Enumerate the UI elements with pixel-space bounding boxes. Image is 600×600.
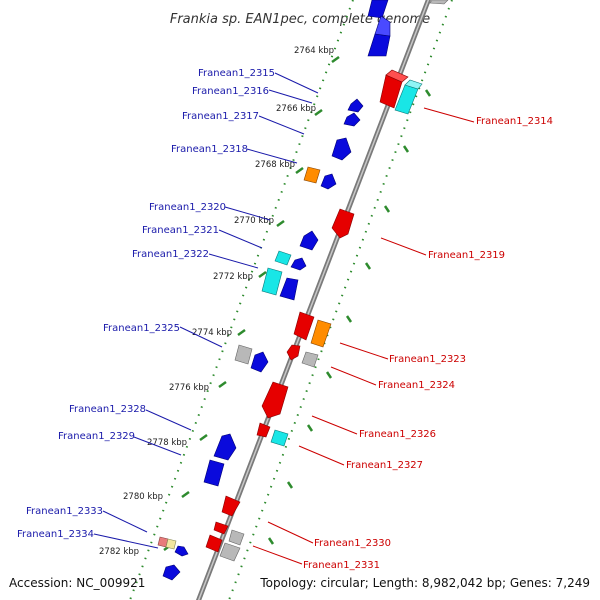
- gene-label[interactable]: Franean1_2319: [428, 250, 505, 261]
- map-title: Frankia sp. EAN1pec, complete genome: [170, 12, 430, 27]
- gene-feature-red: [331, 208, 355, 239]
- gene-label[interactable]: Franean1_2325: [103, 323, 180, 334]
- left-gene-labels: Franean1_2315 Franean1_2316 Franean1_231…: [17, 68, 275, 540]
- left-leader-lines: [93, 72, 319, 549]
- gene-feature-orange: [310, 319, 332, 348]
- kbp-label: 2774 kbp: [192, 328, 232, 338]
- gene-label[interactable]: Franean1_2317: [182, 111, 259, 122]
- gene-feature-blue: [290, 257, 307, 271]
- gene-feature-blue: [299, 230, 319, 251]
- gene-label[interactable]: Franean1_2333: [26, 506, 103, 517]
- gene-label[interactable]: Franean1_2314: [476, 116, 553, 127]
- gene-label[interactable]: Franean1_2334: [17, 529, 94, 540]
- gene-feature-red: [256, 422, 271, 438]
- gene-feature-red-side: [385, 69, 409, 83]
- gene-feature-gray: [429, 0, 449, 5]
- gene-label[interactable]: Franean1_2329: [58, 431, 135, 442]
- gene-feature-blue: [343, 112, 361, 127]
- gene-feature-cyan: [270, 429, 289, 447]
- gene-features: [157, 0, 449, 581]
- gene-label[interactable]: Franean1_2322: [132, 249, 209, 260]
- gene-feature-orange: [303, 166, 321, 184]
- gene-label[interactable]: Franean1_2315: [198, 68, 275, 79]
- gene-label[interactable]: Franean1_2331: [303, 560, 380, 571]
- gene-feature-red: [261, 381, 289, 419]
- gene-label[interactable]: Franean1_2323: [389, 354, 466, 365]
- gene-feature-yellow: [165, 538, 177, 550]
- gene-feature-blue: [213, 433, 237, 461]
- kbp-label: 2782 kbp: [99, 547, 139, 557]
- gene-feature-blue: [174, 545, 189, 557]
- gene-feature-red: [213, 521, 229, 535]
- gene-feature-red: [293, 311, 315, 341]
- kbp-label: 2770 kbp: [234, 216, 274, 226]
- gene-label[interactable]: Franean1_2330: [314, 538, 391, 549]
- gene-feature-gray: [219, 542, 241, 562]
- kbp-label: 2764 kbp: [294, 46, 334, 56]
- gene-feature-blue: [347, 98, 364, 113]
- gene-feature-gray: [234, 344, 253, 365]
- gene-feature-blue-side: [374, 15, 391, 37]
- gene-feature-cyan: [261, 267, 283, 296]
- kbp-label: 2766 kbp: [276, 104, 316, 114]
- kbp-label: 2768 kbp: [255, 160, 295, 170]
- kbp-label: 2780 kbp: [123, 492, 163, 502]
- kbp-label: 2776 kbp: [169, 383, 209, 393]
- gene-label[interactable]: Franean1_2320: [149, 202, 226, 213]
- gene-label[interactable]: Franean1_2324: [378, 380, 455, 391]
- gene-feature-cyan: [274, 250, 292, 266]
- gene-feature-cyan-side: [404, 79, 423, 90]
- gene-feature-blue: [331, 137, 352, 161]
- gene-feature-blue: [250, 351, 269, 373]
- gene-feature-red: [221, 495, 241, 517]
- gene-feature-blue: [203, 459, 225, 487]
- gene-feature-gray: [228, 529, 245, 546]
- gene-label[interactable]: Franean1_2316: [192, 86, 269, 97]
- topology-label: Topology: circular; Length: 8,982,042 bp…: [259, 576, 590, 590]
- kbp-label: 2778 kbp: [147, 438, 187, 448]
- gene-feature-red: [205, 534, 223, 553]
- gene-feature-red: [286, 344, 301, 361]
- gene-label[interactable]: Franean1_2321: [142, 225, 219, 236]
- kbp-labels: 2764 kbp 2766 kbp 2768 kbp 2770 kbp 2772…: [99, 46, 334, 557]
- gene-feature-blue: [279, 277, 299, 301]
- right-gene-labels: Franean1_2314 Franean1_2319 Franean1_232…: [303, 116, 553, 571]
- gene-label[interactable]: Franean1_2326: [359, 429, 436, 440]
- accession-label: Accession: NC_009921: [9, 576, 145, 590]
- gene-feature-blue: [162, 564, 181, 581]
- gene-feature-gray: [301, 351, 319, 368]
- gene-feature-blue: [320, 173, 337, 190]
- gene-feature-blue: [367, 33, 391, 57]
- gene-label[interactable]: Franean1_2328: [69, 404, 146, 415]
- right-leader-lines: [252, 107, 475, 565]
- gene-label[interactable]: Franean1_2318: [171, 144, 248, 155]
- gene-label[interactable]: Franean1_2327: [346, 460, 423, 471]
- kbp-label: 2772 kbp: [213, 272, 253, 282]
